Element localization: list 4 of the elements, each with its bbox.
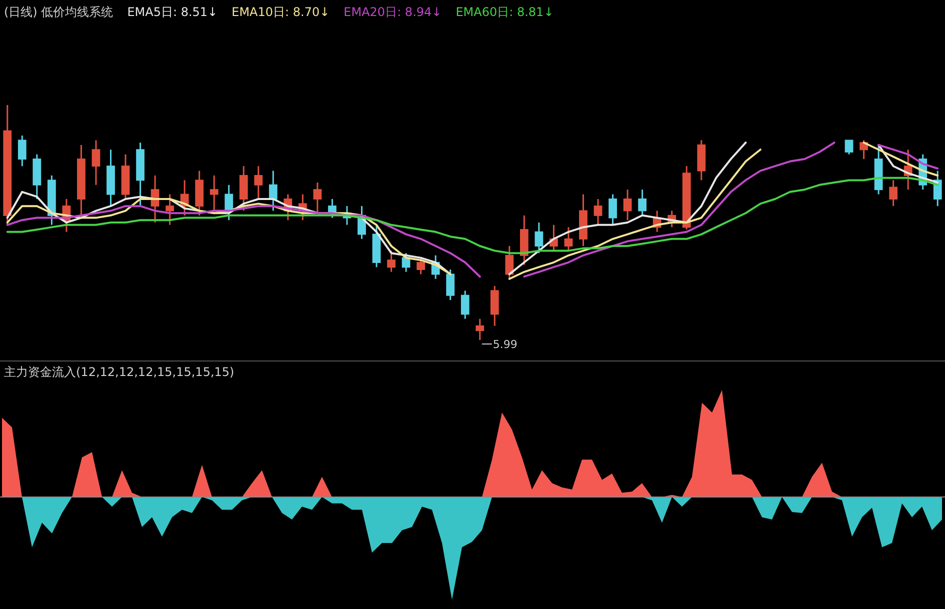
annotation: 5.99	[492, 338, 518, 351]
legend: EMA5日: 8.51↓ EMA10日: 8.70↓ EMA20日: 8.94↓ EMA60日: 8.81↓	[127, 5, 554, 19]
chart-title: 主力资金流入(12,12,12,12,15,15,15,15)	[4, 365, 234, 379]
chart-title: (日线) 低价均线系统	[4, 5, 114, 19]
